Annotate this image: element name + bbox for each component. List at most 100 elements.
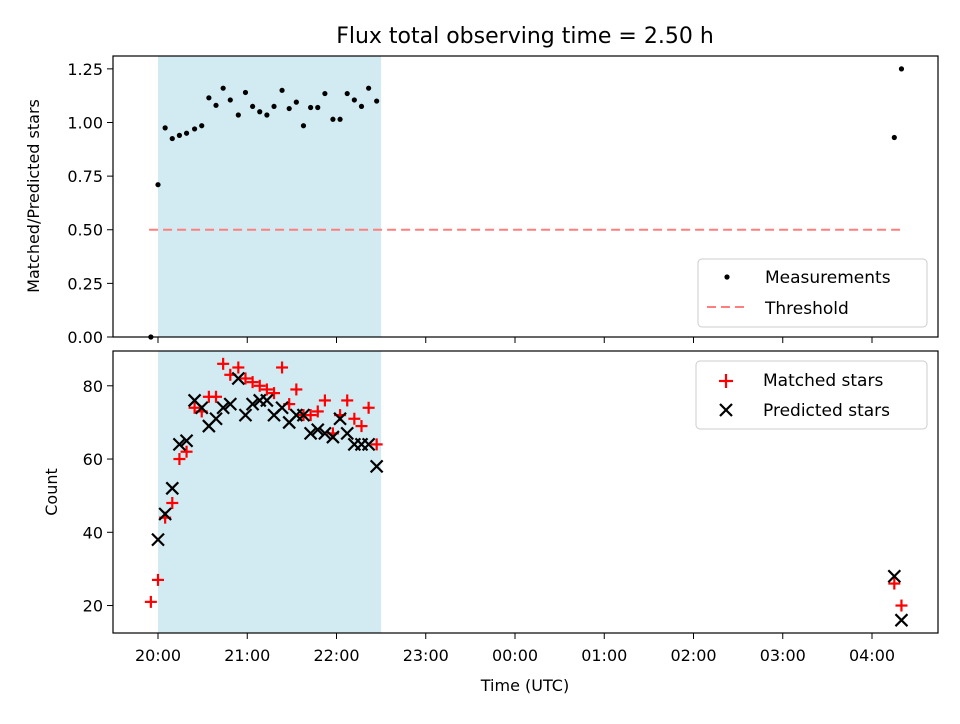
top-y-ticks: 0.00 0.25 0.50 0.75 1.00 1.25 bbox=[67, 60, 113, 347]
measurement-point bbox=[250, 103, 256, 110]
predicted-star-point bbox=[158, 507, 172, 521]
measurement-point bbox=[183, 130, 190, 136]
measurement-point bbox=[358, 103, 365, 110]
bottom-panel: 20 40 60 80 20:00 21:00 22:00 23:00 00:00 01:00 0… bbox=[42, 350, 939, 695]
bottom-x-ticks: 20:00 21:00 22:00 23:00 00:00 01:00 02:00 03:00… bbox=[135, 633, 895, 665]
predicted-star-point bbox=[326, 430, 340, 444]
predicted-star-point bbox=[209, 411, 223, 426]
legend-predicted-stars: Predicted stars bbox=[763, 401, 890, 421]
matched-star-point bbox=[210, 390, 223, 403]
bottom-y-tick-label: 60 bbox=[83, 450, 103, 469]
measurement-point bbox=[227, 97, 233, 103]
measurement-point bbox=[264, 112, 270, 118]
bottom-legend: Matched stars Predicted stars bbox=[695, 360, 928, 430]
legend-threshold: Threshold bbox=[764, 299, 849, 319]
measurement-point bbox=[330, 116, 336, 122]
predicted-star-point bbox=[223, 397, 238, 411]
matched-star-point bbox=[355, 420, 368, 433]
bottom-y-ticks: 20 40 60 80 bbox=[83, 377, 113, 616]
measurement-point bbox=[206, 95, 212, 101]
top-legend: Measurements Threshold bbox=[697, 258, 928, 328]
matched-star-point bbox=[290, 383, 303, 396]
matched-star-point bbox=[362, 401, 375, 414]
predicted-star-point bbox=[340, 426, 354, 441]
predicted-star-point bbox=[231, 371, 246, 386]
top-shaded-span bbox=[158, 56, 382, 337]
bottom-axes-frame bbox=[112, 350, 939, 634]
predicted-star-point bbox=[303, 426, 318, 441]
predicted-star-point bbox=[216, 400, 230, 415]
predicted-legend-marker bbox=[719, 403, 733, 417]
x-tick-label: 22:00 bbox=[313, 646, 359, 665]
matched-star-point bbox=[318, 394, 331, 407]
measurement-point bbox=[155, 182, 161, 188]
matched-star-point bbox=[239, 372, 252, 385]
measurement-point bbox=[286, 105, 292, 112]
measurement-point bbox=[366, 85, 372, 91]
measurement-point bbox=[162, 125, 168, 131]
x-tick-label: 21:00 bbox=[224, 646, 270, 665]
top-y-tick-label: 0.00 bbox=[67, 328, 103, 347]
predicted-stars-points bbox=[151, 371, 909, 627]
measurement-point bbox=[315, 104, 321, 111]
bottom-y-tick-label: 80 bbox=[83, 377, 103, 396]
top-panel: 0.00 0.25 0.50 0.75 1.00 1.25 Matched/Predict… bbox=[24, 55, 939, 347]
matched-star-point bbox=[268, 387, 281, 400]
top-y-axis-label: Matched/Predicted stars bbox=[24, 99, 43, 293]
predicted-star-point bbox=[260, 393, 274, 408]
matched-star-point bbox=[311, 405, 324, 418]
matched-star-point bbox=[304, 409, 317, 422]
matched-star-point bbox=[348, 412, 361, 425]
bottom-y-axis-label: Count bbox=[42, 468, 61, 516]
matched-star-point bbox=[232, 361, 245, 374]
predicted-star-point bbox=[179, 433, 194, 448]
matched-star-point bbox=[341, 394, 354, 407]
measurement-point bbox=[191, 126, 198, 132]
x-tick-label: 23:00 bbox=[403, 646, 449, 665]
measurement-point bbox=[220, 85, 226, 91]
matched-star-point bbox=[253, 379, 266, 392]
matched-star-point bbox=[895, 599, 908, 612]
matched-stars-points bbox=[144, 357, 908, 612]
predicted-star-point bbox=[333, 411, 347, 426]
x-tick-label: 03:00 bbox=[760, 646, 806, 665]
measurement-point bbox=[242, 89, 249, 96]
measurement-point bbox=[176, 132, 183, 138]
predicted-star-point bbox=[151, 532, 165, 547]
measurement-point bbox=[300, 123, 307, 129]
predicted-star-point bbox=[194, 400, 209, 415]
measurement-point bbox=[891, 134, 897, 141]
measurements-legend-marker bbox=[724, 274, 730, 280]
x-axis-label: Time (UTC) bbox=[480, 676, 569, 695]
predicted-star-point bbox=[361, 437, 376, 452]
predicted-star-point bbox=[369, 459, 384, 474]
matched-star-point bbox=[180, 445, 193, 458]
measurement-point bbox=[213, 102, 219, 108]
top-y-tick-label: 0.75 bbox=[67, 167, 103, 186]
legend-measurements: Measurements bbox=[765, 268, 891, 288]
x-tick-label: 01:00 bbox=[581, 646, 627, 665]
top-x-ticks bbox=[157, 337, 873, 343]
top-axes-frame bbox=[112, 55, 939, 338]
top-y-tick-label: 0.50 bbox=[67, 221, 103, 240]
matched-star-point bbox=[888, 577, 901, 590]
matched-star-point bbox=[246, 376, 259, 389]
x-tick-label: 04:00 bbox=[849, 646, 895, 665]
matched-star-point bbox=[166, 496, 179, 509]
matched-legend-marker bbox=[719, 374, 733, 388]
x-tick-label: 20:00 bbox=[135, 646, 181, 665]
matched-star-point bbox=[260, 383, 273, 396]
matched-star-point bbox=[276, 361, 289, 374]
measurement-point bbox=[898, 66, 905, 72]
predicted-star-point bbox=[894, 613, 909, 627]
measurement-point bbox=[374, 98, 380, 104]
matched-star-point bbox=[144, 595, 157, 608]
matched-star-point bbox=[217, 357, 230, 370]
predicted-star-point bbox=[296, 408, 311, 422]
top-y-tick-label: 1.00 bbox=[67, 113, 103, 132]
measurement-point bbox=[199, 123, 205, 129]
top-y-tick-label: 1.25 bbox=[67, 60, 103, 79]
measurement-point bbox=[279, 87, 285, 93]
measurement-points bbox=[148, 66, 905, 340]
